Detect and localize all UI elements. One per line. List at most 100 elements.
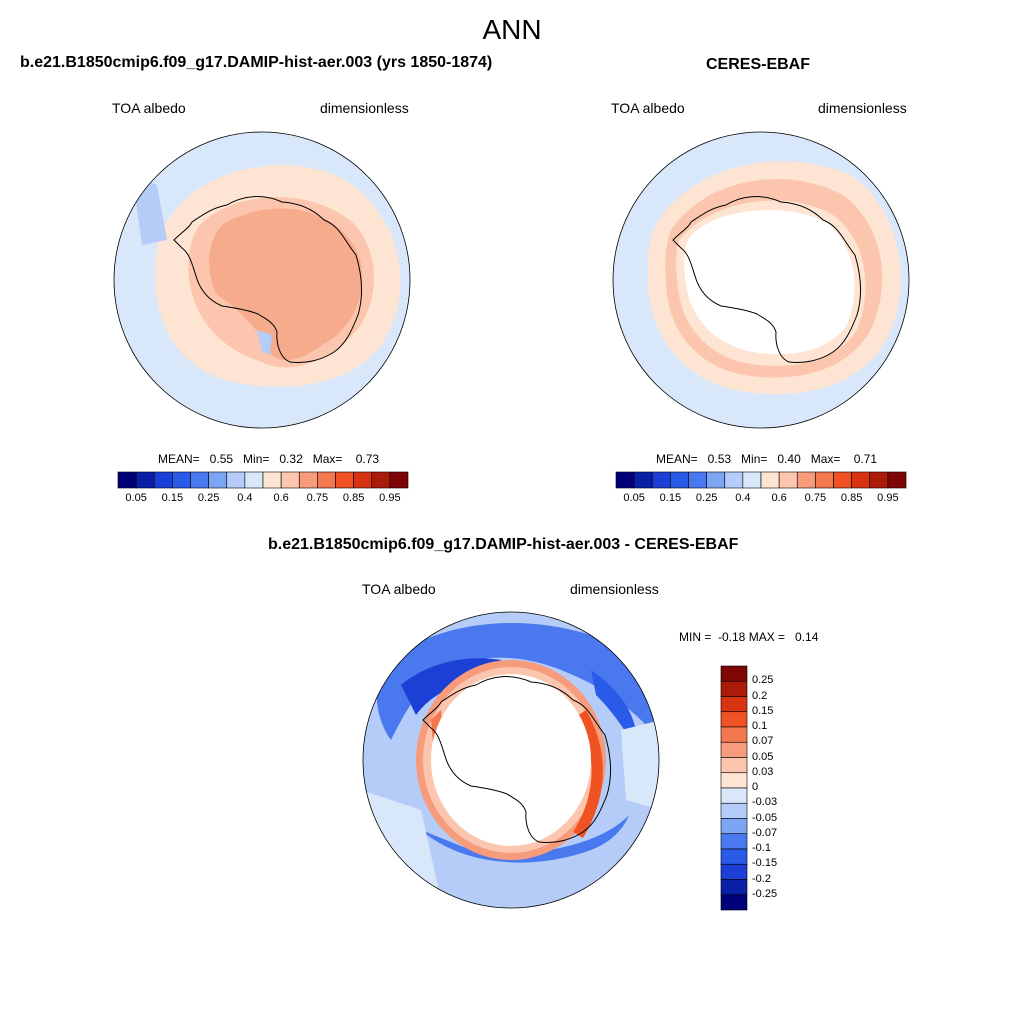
colorbar-tick-label: 0.4 <box>735 492 751 504</box>
panel1-map <box>113 131 411 429</box>
colorbar-tick-label: -0.07 <box>752 826 778 839</box>
colorbar-tick-label: 0.05 <box>752 750 774 763</box>
colorbar-swatch <box>353 471 373 489</box>
panel3-contour-neg-0.07 <box>376 622 654 740</box>
colorbar-swatch <box>720 787 748 804</box>
panel2-coastline <box>672 196 862 363</box>
panel2-units-label: dimensionless <box>818 100 907 116</box>
panel3-colorbar <box>720 665 748 911</box>
panel2-map-border <box>612 131 910 429</box>
colorbar-swatch <box>720 772 748 789</box>
panel1-map-border <box>113 131 411 429</box>
colorbar-tick-label: 0.95 <box>877 492 899 504</box>
colorbar-swatch <box>851 471 871 489</box>
colorbar-swatch <box>208 471 228 489</box>
colorbar-swatch <box>720 757 748 774</box>
colorbar-swatch <box>720 680 748 697</box>
colorbar-tick-label: 0.85 <box>840 492 863 504</box>
panel3-contour-pos-0.1 <box>573 710 603 838</box>
colorbar-swatch <box>720 741 748 758</box>
panel3-colorbar-labels: 0.25 0.2 0.15 0.1 0.07 0.05 0.03 0 -0.03 -0.05 -0.… <box>752 666 812 910</box>
colorbar-swatch <box>135 471 155 489</box>
colorbar-swatch <box>190 471 209 489</box>
colorbar-swatch <box>724 471 744 489</box>
colorbar-tick-label: 0.15 <box>161 492 184 504</box>
panel2-variable-label: TOA albedo <box>611 100 685 116</box>
panel3-coastline <box>422 676 612 843</box>
colorbar-tick-label: 0.25 <box>695 492 718 504</box>
colorbar-swatch <box>615 471 635 489</box>
colorbar-swatch <box>153 471 173 489</box>
panel3-title: b.e21.B1850cmip6.f09_g17.DAMIP-hist-aer.… <box>268 536 739 553</box>
colorbar-swatch <box>720 696 748 713</box>
colorbar-swatch <box>688 471 707 489</box>
colorbar-swatch <box>833 471 852 489</box>
panel2-missing-ice-region <box>684 210 855 355</box>
colorbar-tick-label: 0.15 <box>752 704 774 717</box>
colorbar-swatch <box>389 471 409 489</box>
panel1-title: b.e21.B1850cmip6.f09_g17.DAMIP-hist-aer.… <box>20 54 493 71</box>
panel3-map-border <box>362 611 660 909</box>
colorbar-tick-label: 0.25 <box>197 492 220 504</box>
colorbar-tick-label: 0.15 <box>659 492 682 504</box>
colorbar-swatch <box>869 471 889 489</box>
colorbar-tick-label: 0.75 <box>804 492 827 504</box>
colorbar-tick-label: 0.75 <box>306 492 329 504</box>
colorbar-swatch <box>720 818 748 835</box>
panel3-units-label: dimensionless <box>570 581 659 597</box>
colorbar-swatch <box>760 471 780 489</box>
colorbar-swatch <box>172 471 191 489</box>
colorbar-swatch <box>720 726 748 743</box>
panel2-title: CERES-EBAF <box>706 56 811 73</box>
panel3-missing-ice-region <box>431 674 591 846</box>
colorbar-swatch <box>280 471 300 489</box>
colorbar-swatch <box>670 471 689 489</box>
colorbar-swatch <box>651 471 671 489</box>
panel1-colorbar-labels: 0.05 0.15 0.25 0.4 0.6 0.75 0.85 0.95 <box>118 492 408 506</box>
colorbar-tick-label: -0.25 <box>752 887 778 900</box>
colorbar-swatch <box>244 471 264 489</box>
panel1-variable-label: TOA albedo <box>112 100 186 116</box>
colorbar-tick-label: -0.1 <box>752 842 771 854</box>
colorbar-tick-label: 0.03 <box>752 765 774 778</box>
colorbar-swatch <box>887 471 907 489</box>
colorbar-tick-label: -0.03 <box>752 796 778 809</box>
colorbar-swatch <box>706 471 726 489</box>
panel3-map <box>362 611 660 909</box>
colorbar-tick-label: -0.2 <box>752 872 771 885</box>
colorbar-swatch <box>778 471 798 489</box>
colorbar-swatch <box>262 471 282 489</box>
colorbar-swatch <box>720 833 748 850</box>
colorbar-tick-label: 0.2 <box>752 689 768 702</box>
colorbar-swatch <box>633 471 653 489</box>
colorbar-swatch <box>720 894 748 911</box>
panel1-colorbar <box>117 471 409 489</box>
colorbar-swatch <box>720 711 748 728</box>
colorbar-swatch <box>720 848 748 865</box>
colorbar-tick-label: 0.25 <box>752 674 774 687</box>
colorbar-tick-label: 0 <box>752 781 759 793</box>
colorbar-tick-label: -0.05 <box>752 811 778 824</box>
panel1-contour-0.85 <box>209 208 363 361</box>
colorbar-swatch <box>335 471 354 489</box>
colorbar-swatch <box>117 471 137 489</box>
panel1-stats: MEAN= 0.55 Min= 0.32 Max= 0.73 <box>158 452 380 466</box>
colorbar-swatch <box>796 471 816 489</box>
colorbar-tick-label: 0.95 <box>379 492 401 504</box>
colorbar-swatch <box>298 471 318 489</box>
panel3-stats: MIN = -0.18 MAX = 0.14 <box>679 630 819 644</box>
colorbar-swatch <box>720 665 748 682</box>
colorbar-swatch <box>371 471 391 489</box>
colorbar-tick-label: 0.6 <box>771 492 787 504</box>
colorbar-tick-label: 0.07 <box>752 735 774 748</box>
panel2-stats: MEAN= 0.53 Min= 0.40 Max= 0.71 <box>656 452 878 466</box>
colorbar-tick-label: 0.6 <box>273 492 289 504</box>
panel2-colorbar-labels: 0.05 0.15 0.25 0.4 0.6 0.75 0.85 0.95 <box>616 492 906 506</box>
colorbar-swatch <box>720 802 748 819</box>
panel1-units-label: dimensionless <box>320 100 409 116</box>
colorbar-swatch <box>742 471 762 489</box>
colorbar-tick-label: -0.15 <box>752 857 778 870</box>
panel1-contour-0.4b <box>257 330 272 355</box>
colorbar-swatch <box>317 471 336 489</box>
figure-title: ANN <box>482 14 542 45</box>
